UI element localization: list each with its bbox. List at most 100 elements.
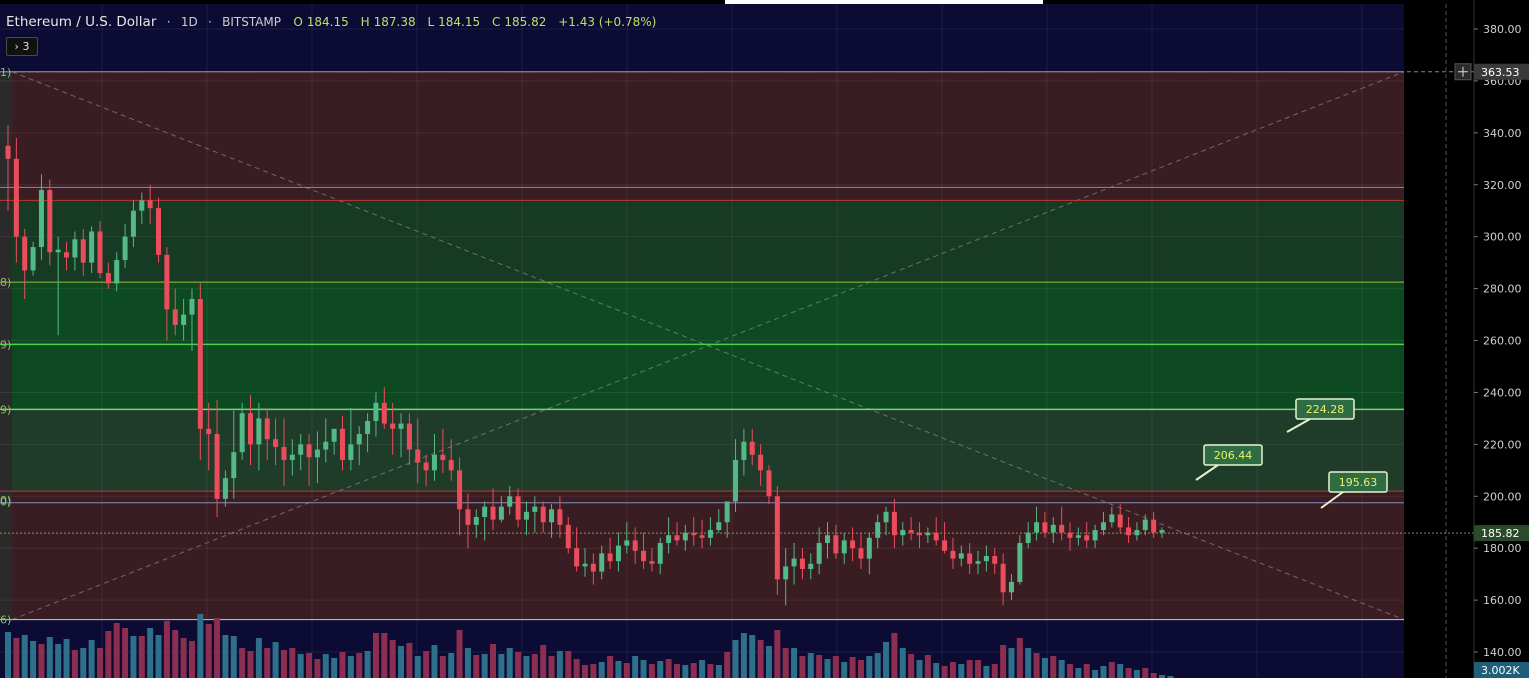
- volume-bar: [272, 642, 279, 678]
- volume-bar: [431, 645, 438, 678]
- candle-body: [1092, 530, 1098, 541]
- candle-body: [833, 535, 839, 554]
- candle: [172, 288, 178, 336]
- candlesticks: [5, 125, 1165, 606]
- candle-body: [331, 428, 337, 442]
- volume-bar: [448, 653, 455, 678]
- volume-bar: [1025, 648, 1032, 678]
- volume-bar: [523, 656, 530, 678]
- volume-bar: [1041, 658, 1048, 678]
- price-axis[interactable]: 380.00360.00340.00320.00300.00280.00260.…: [1454, 0, 1529, 678]
- candle-body: [47, 189, 53, 253]
- volume-bar: [381, 633, 388, 678]
- candle: [323, 418, 329, 463]
- candle-body: [891, 511, 897, 536]
- close-value: C 185.82: [491, 15, 547, 29]
- candle: [164, 247, 170, 341]
- zone-top-red: [12, 71, 1404, 201]
- volume-bar: [607, 656, 614, 678]
- candle-body: [306, 444, 312, 458]
- volume-bar: [1167, 676, 1174, 678]
- chevron-right-icon: ›: [14, 40, 19, 53]
- candle-body: [975, 561, 981, 564]
- callout-box: [1295, 398, 1355, 420]
- candle: [256, 402, 262, 471]
- candle-body: [858, 548, 864, 559]
- volume-bar: [841, 662, 848, 678]
- candle: [498, 496, 504, 523]
- volume-bar: [506, 648, 513, 678]
- candle: [264, 408, 270, 460]
- candle-body: [256, 418, 262, 445]
- candle-body: [958, 553, 964, 559]
- volume-bar: [130, 636, 137, 678]
- candle: [1050, 517, 1056, 544]
- interval-label[interactable]: 1D: [180, 15, 198, 29]
- candle: [1067, 522, 1073, 551]
- candle-body: [13, 158, 19, 237]
- volume-bar: [297, 654, 304, 678]
- candle-body: [1134, 530, 1140, 536]
- volume-bar: [1117, 664, 1124, 678]
- candle: [1142, 514, 1148, 536]
- price-callout: 206.44: [1195, 444, 1263, 481]
- volume-bar: [1125, 668, 1132, 678]
- volume-bar: [757, 640, 764, 678]
- volume-bar: [866, 656, 873, 678]
- zone-green-3: [12, 409, 1404, 492]
- volume-bar: [874, 653, 881, 678]
- candle-body: [925, 532, 931, 536]
- candle-body: [607, 553, 613, 562]
- volume-bar: [46, 637, 53, 678]
- candle: [833, 524, 839, 559]
- volume-bar: [464, 648, 471, 678]
- candle: [992, 548, 998, 575]
- candle: [774, 485, 780, 595]
- volume-bar: [439, 656, 446, 678]
- candle-body: [1025, 532, 1031, 544]
- candle: [582, 548, 588, 577]
- candle-body: [1100, 522, 1106, 531]
- candle-body: [615, 545, 621, 562]
- candle-body: [632, 540, 638, 551]
- candle: [908, 517, 914, 541]
- volume-bar: [423, 651, 430, 678]
- candle-body: [80, 239, 86, 263]
- candle: [590, 553, 596, 585]
- volume-bar: [648, 664, 655, 678]
- candle-body: [97, 231, 103, 274]
- volume-label-text: 3.002K: [1481, 664, 1520, 677]
- candle: [197, 283, 203, 460]
- high-value: H 187.38: [360, 15, 416, 29]
- candle-body: [72, 239, 78, 258]
- volume-bar: [857, 660, 864, 678]
- candle-body: [808, 563, 814, 569]
- candle-body: [574, 548, 580, 567]
- symbol-name[interactable]: Ethereum / U.S. Dollar: [6, 14, 157, 30]
- volume-bar: [883, 642, 890, 678]
- candle: [122, 223, 128, 268]
- candle: [1059, 506, 1065, 541]
- volume-bar: [1142, 668, 1149, 678]
- indicators-toggle-button[interactable]: › 3: [6, 37, 38, 56]
- volume-bar: [983, 666, 990, 678]
- candle: [248, 395, 254, 466]
- candle: [89, 226, 95, 274]
- candle-body: [348, 444, 354, 460]
- volume-bar: [172, 630, 179, 678]
- crosshair-price-text: 363.53: [1481, 66, 1520, 79]
- candle-body: [657, 543, 663, 564]
- volume-bar: [1016, 638, 1023, 678]
- current-price-bg: [1474, 525, 1529, 542]
- candle-body: [741, 441, 747, 460]
- volume-label: 3.002K: [1474, 662, 1529, 678]
- candle-body: [674, 535, 680, 541]
- volume-bar: [933, 663, 940, 678]
- volume-bar: [908, 654, 915, 678]
- volume-bar: [38, 644, 45, 678]
- volume-bar: [598, 662, 605, 678]
- volume-bar: [339, 652, 346, 678]
- candle: [565, 517, 571, 554]
